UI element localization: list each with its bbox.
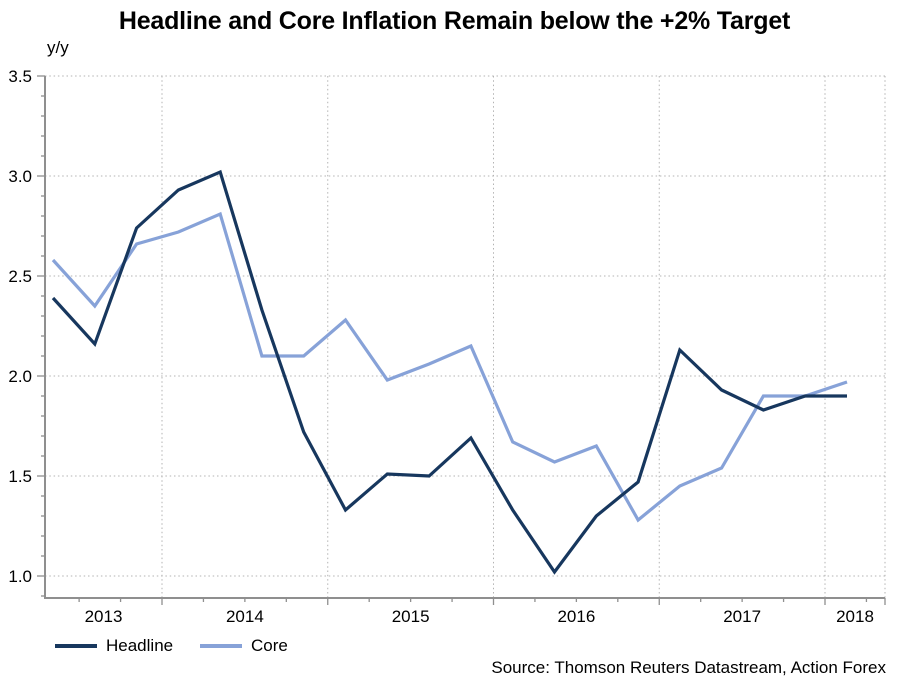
x-year-label: 2015 <box>392 607 430 626</box>
y-tick-label: 2.0 <box>8 367 32 386</box>
x-year-label: 2013 <box>85 607 123 626</box>
legend-label-headline: Headline <box>106 636 174 655</box>
x-year-label: 2014 <box>226 607 264 626</box>
series-line-core <box>51 211 848 523</box>
legend-swatch-headline <box>55 644 97 648</box>
source-note: Source: Thomson Reuters Datastream, Acti… <box>491 658 886 677</box>
y-tick-label: 2.5 <box>8 267 32 286</box>
legend-swatch-core <box>200 644 242 648</box>
chart-title: Headline and Core Inflation Remain below… <box>118 7 791 35</box>
series-line-headline <box>51 169 847 575</box>
y-tick-label: 3.5 <box>8 67 32 86</box>
x-year-label: 2016 <box>557 607 595 626</box>
y-tick-label: 1.0 <box>8 567 32 586</box>
y-tick-label: 1.5 <box>8 467 32 486</box>
x-year-label: 2018 <box>836 607 874 626</box>
legend: Headline Core <box>0 636 909 656</box>
legend-label-core: Core <box>251 636 288 655</box>
y-tick-label: 3.0 <box>8 167 32 186</box>
x-year-label: 2017 <box>723 607 761 626</box>
y-axis-unit-label: y/y <box>47 38 69 57</box>
legend-item-core: Core <box>200 636 288 656</box>
legend-item-headline: Headline <box>55 636 173 656</box>
